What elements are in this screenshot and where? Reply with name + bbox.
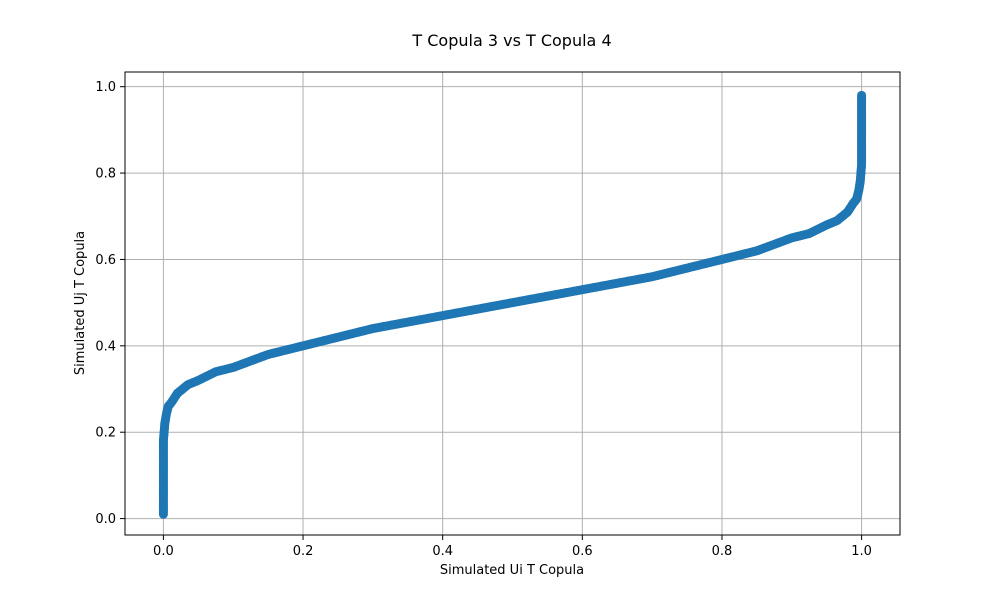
x-tick-label: 0.6 — [572, 544, 593, 559]
x-tick-label: 0.2 — [293, 544, 314, 559]
y-axis-ticks: 0.0 0.2 0.4 0.6 0.8 1.0 — [95, 80, 125, 527]
x-axis-ticks: 0.0 0.2 0.4 0.6 0.8 1.0 — [153, 535, 872, 559]
y-tick-label: 0.2 — [95, 426, 116, 441]
data-points — [158, 90, 867, 519]
x-axis-label: Simulated Ui T Copula — [440, 563, 584, 578]
axes-frame — [124, 71, 901, 536]
x-tick-label: 1.0 — [851, 544, 872, 559]
data-point — [857, 90, 867, 100]
y-tick-label: 0.6 — [95, 253, 116, 268]
x-tick-label: 0.4 — [432, 544, 453, 559]
y-axis-label: Simulated Uj T Copula — [73, 231, 88, 375]
y-tick-label: 0.8 — [95, 167, 116, 182]
x-tick-label: 0.8 — [712, 544, 733, 559]
chart-title: T Copula 3 vs T Copula 4 — [411, 31, 611, 50]
y-tick-label: 0.4 — [95, 339, 116, 354]
x-tick-label: 0.0 — [153, 544, 174, 559]
y-tick-label: 0.0 — [95, 512, 116, 527]
y-tick-label: 1.0 — [95, 80, 116, 95]
